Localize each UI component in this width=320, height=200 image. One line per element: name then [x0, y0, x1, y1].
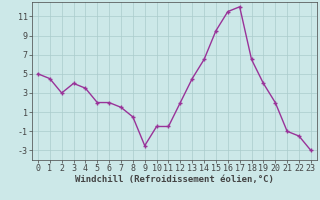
X-axis label: Windchill (Refroidissement éolien,°C): Windchill (Refroidissement éolien,°C): [75, 175, 274, 184]
